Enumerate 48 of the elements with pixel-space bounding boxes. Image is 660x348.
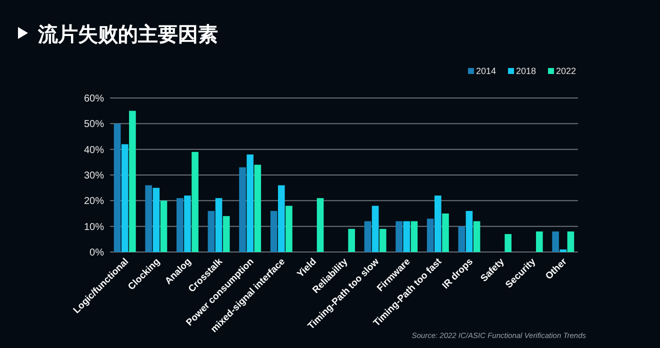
- y-tick-label: 10%: [84, 222, 104, 233]
- bar: [466, 210, 473, 252]
- bar: [426, 218, 434, 252]
- bar: [396, 221, 402, 252]
- bar: [208, 210, 215, 252]
- bar: [536, 231, 543, 252]
- y-tick-label: 50%: [84, 119, 104, 130]
- bar: [278, 185, 285, 252]
- bar: [473, 221, 480, 252]
- bar: [176, 198, 184, 252]
- bar: [364, 221, 372, 252]
- bar: [152, 188, 160, 252]
- bar: [239, 167, 246, 252]
- y-tick-label: 40%: [84, 144, 104, 156]
- bar: [254, 164, 262, 252]
- y-tick-label: 0%: [90, 248, 104, 258]
- bar: [215, 198, 222, 252]
- bar: [434, 196, 442, 252]
- bar: [160, 200, 168, 252]
- bar: [560, 249, 567, 252]
- bar: [192, 152, 198, 252]
- bar: [129, 110, 136, 252]
- bar: [372, 206, 379, 252]
- bar: [316, 198, 324, 252]
- bar: [145, 185, 152, 252]
- legend-label: 2014: [476, 66, 496, 76]
- bar: [552, 231, 559, 252]
- bar: [442, 214, 449, 252]
- bar: [458, 226, 466, 252]
- y-tick-label: 30%: [84, 170, 104, 182]
- chart-title: 流片失败的主要因素: [37, 23, 218, 46]
- bar: [121, 144, 128, 252]
- bar: [410, 221, 418, 252]
- bar: [348, 228, 355, 252]
- bar: [403, 221, 410, 252]
- y-tick-label: 20%: [84, 196, 104, 208]
- bar: [222, 216, 230, 252]
- bar: [246, 154, 254, 252]
- y-tick-label: 60%: [84, 94, 104, 104]
- bar: [270, 210, 278, 252]
- bar: [379, 228, 386, 252]
- bar: [504, 234, 512, 252]
- legend-label: 2018: [516, 66, 536, 76]
- bar: [114, 124, 121, 252]
- bar: [286, 206, 292, 252]
- legend-label: 2022: [556, 66, 576, 76]
- bar: [184, 196, 191, 252]
- bar: [567, 231, 574, 252]
